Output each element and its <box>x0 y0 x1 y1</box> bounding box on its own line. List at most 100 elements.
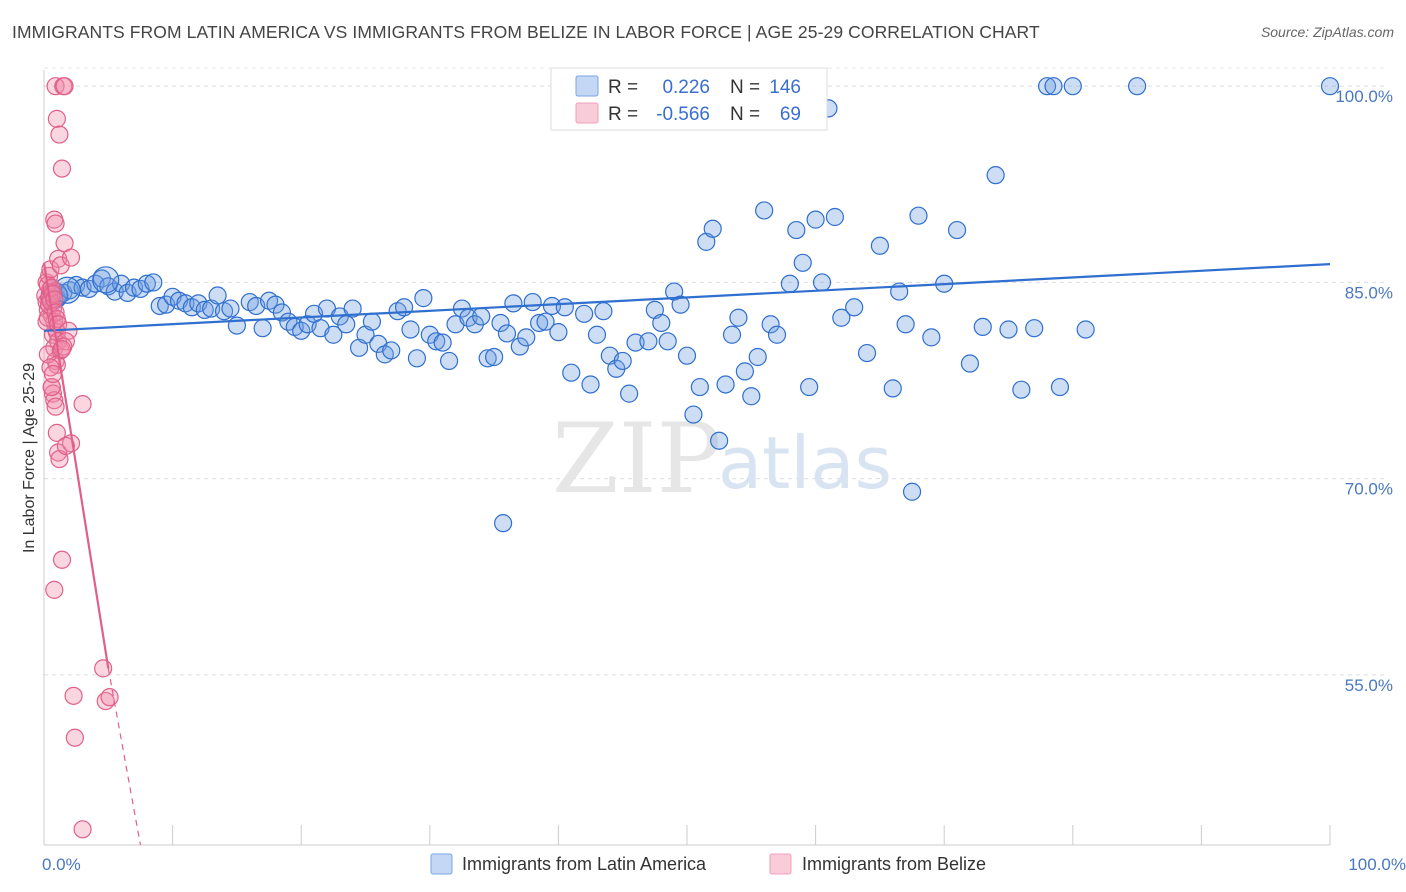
latin-america-point-16 <box>144 273 163 292</box>
latin-america-point-121 <box>845 298 864 317</box>
legend-n-label-pink: N = <box>730 104 760 125</box>
latin-america-point-45 <box>337 315 356 334</box>
latin-america-point-71 <box>504 294 523 313</box>
bottom-legend-swatch-blue <box>430 853 453 875</box>
latin-america-point-142 <box>1076 320 1095 339</box>
bottom-legend: Immigrants from Latin America Immigrants… <box>430 853 986 875</box>
watermark-zip: ZIP <box>552 403 721 515</box>
legend-r-label-blue: R = <box>608 77 638 98</box>
latin-america-point-110 <box>767 325 787 344</box>
latin-america-point-122 <box>857 343 877 363</box>
latin-america-point-95 <box>671 295 690 314</box>
latin-america-point-126 <box>896 315 915 334</box>
latin-america-point-81 <box>575 304 594 323</box>
latin-america-point-112 <box>780 274 799 293</box>
latin-america-point-109 <box>761 315 780 334</box>
legend-n-value-pink: 69 <box>780 104 801 125</box>
latin-america-point-102 <box>716 375 735 394</box>
latin-america-point-75 <box>530 313 549 333</box>
trend-lines <box>42 262 1331 846</box>
legend-n-label-blue: N = <box>730 77 760 98</box>
latin-america-point-69 <box>491 313 510 333</box>
latin-america-point-24 <box>195 300 214 319</box>
legend: R = 0.226 N = 146 R = -0.566 N = 69 <box>550 67 828 131</box>
latin-america-point-134 <box>986 166 1005 185</box>
latin-america-point-93 <box>658 332 677 351</box>
x-tick-label-max: 100.0% <box>1348 855 1406 874</box>
latin-america-point-68 <box>485 347 504 367</box>
belize-point-45 <box>52 159 72 178</box>
latin-america-point-70 <box>497 324 517 343</box>
latin-america-point-145 <box>494 514 513 533</box>
watermark: ZIP atlas <box>552 403 892 515</box>
latin-america-point-43 <box>324 325 343 344</box>
latin-america-point-129 <box>922 328 941 347</box>
latin-america-point-26 <box>208 286 227 305</box>
y-tick-label-1: 70.0% <box>1345 480 1393 499</box>
latin-america-point-60 <box>433 333 452 352</box>
belize-point-43 <box>47 109 66 128</box>
latin-america-point-116 <box>806 210 825 229</box>
latin-america-point-97 <box>684 405 703 424</box>
latin-america-point-56 <box>407 349 427 368</box>
bottom-legend-swatch-pink <box>769 853 792 875</box>
latin-america-point-46 <box>343 299 362 318</box>
latin-america-point-59 <box>427 332 446 351</box>
latin-america-point-32 <box>253 319 272 338</box>
latin-america-point-117 <box>812 273 832 292</box>
latin-america-point-141 <box>1063 77 1082 96</box>
watermark-atlas: atlas <box>718 421 892 505</box>
belize-point-63 <box>100 688 119 707</box>
latin-america-point-96 <box>677 346 697 365</box>
legend-swatch-pink <box>575 102 599 124</box>
latin-america-point-138 <box>1037 77 1057 96</box>
legend-r-value-blue: 0.226 <box>662 77 710 98</box>
belize-point-59 <box>45 580 64 599</box>
series-belize-points <box>36 77 119 839</box>
latin-america-point-28 <box>221 299 240 318</box>
y-tick-labels: 55.0% 70.0% 85.0% 100.0% <box>1335 87 1393 695</box>
latin-america-point-61 <box>439 351 459 371</box>
belize-point-47 <box>46 214 65 233</box>
latin-america-point-106 <box>742 387 761 406</box>
belize-point-65 <box>65 728 84 747</box>
belize-point-57 <box>56 436 75 456</box>
latin-america-point-103 <box>722 325 742 344</box>
grid-lines <box>44 67 1385 676</box>
latin-america-point-133 <box>973 317 992 336</box>
latin-america-point-128 <box>909 206 928 225</box>
legend-n-value-blue: 146 <box>769 77 801 98</box>
x-tick-label-min: 0.0% <box>42 855 81 874</box>
latin-america-point-49 <box>362 312 382 331</box>
trend-line-latin-america <box>43 263 1331 332</box>
latin-america-point-144 <box>1320 77 1340 96</box>
y-tick-label-3: 100.0% <box>1335 87 1393 106</box>
y-tick-label-0: 55.0% <box>1345 676 1393 695</box>
latin-america-point-143 <box>1127 77 1147 96</box>
latin-america-point-124 <box>883 379 902 398</box>
trend-line-belize <box>42 262 110 669</box>
latin-america-point-114 <box>793 253 812 272</box>
y-tick-label-2: 85.0% <box>1345 283 1393 302</box>
latin-america-point-101 <box>710 431 729 450</box>
belize-point-60 <box>52 550 72 569</box>
latin-america-point-80 <box>562 363 581 382</box>
latin-america-point-17 <box>150 296 169 316</box>
belize-point-51 <box>61 248 81 267</box>
belize-point-35 <box>46 397 65 416</box>
latin-america-cluster-point-2 <box>92 266 120 294</box>
latin-america-point-108 <box>755 201 774 220</box>
latin-america-point-139 <box>1044 77 1063 96</box>
latin-america-point-140 <box>1050 377 1070 397</box>
latin-america-point-38 <box>292 321 311 340</box>
latin-america-point-82 <box>581 375 600 394</box>
latin-america-point-137 <box>1025 319 1044 338</box>
belize-point-36 <box>47 423 66 442</box>
latin-america-point-87 <box>613 351 632 371</box>
latin-america-point-105 <box>735 362 754 381</box>
latin-america-point-66 <box>472 307 491 326</box>
latin-america-point-119 <box>825 207 844 227</box>
latin-america-point-57 <box>414 289 433 308</box>
latin-america-point-72 <box>510 337 529 356</box>
